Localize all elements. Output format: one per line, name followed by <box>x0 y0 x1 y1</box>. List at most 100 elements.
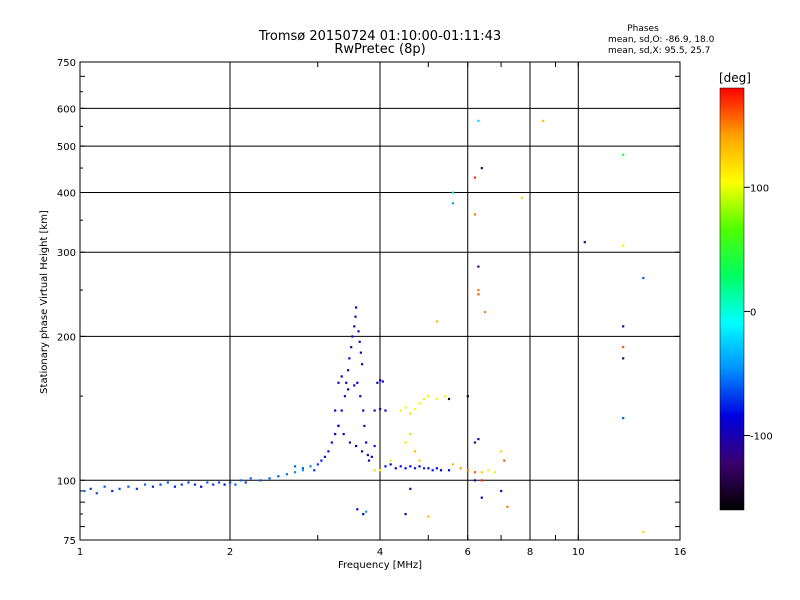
echo-point <box>373 409 376 412</box>
echo-point <box>435 467 438 470</box>
echo-point <box>622 244 625 247</box>
echo-point <box>409 465 412 468</box>
echo-point <box>373 444 376 448</box>
echo-point <box>622 153 625 156</box>
echo-point <box>234 483 237 486</box>
y-axis-label: Stationary phase Virtual Height [km] <box>39 210 50 394</box>
echo-point <box>431 469 434 472</box>
echo-point <box>622 325 625 328</box>
echo-point <box>384 409 387 412</box>
echo-point <box>389 459 392 462</box>
echo-point <box>334 409 337 412</box>
echo-point <box>500 489 503 493</box>
x-tick-label: 16 <box>674 547 687 558</box>
y-tick-label: 100 <box>57 476 76 487</box>
echo-point <box>477 265 480 268</box>
echo-point <box>439 469 443 472</box>
colorbar-tick-label: 100 <box>750 183 769 194</box>
echo-point <box>353 384 356 387</box>
echo-point <box>409 487 412 490</box>
echo-point <box>451 463 455 466</box>
echo-point <box>323 455 327 458</box>
echo-point <box>447 469 451 472</box>
echo-point <box>583 241 586 244</box>
echo-point <box>360 363 364 366</box>
echo-point <box>200 485 203 488</box>
echo-point <box>413 467 417 470</box>
echo-point <box>480 167 483 170</box>
echo-point <box>459 467 462 470</box>
echo-point <box>427 395 430 398</box>
echo-point <box>365 441 368 444</box>
echo-point <box>480 471 483 474</box>
y-tick-label: 500 <box>57 142 76 153</box>
echo-point <box>409 432 412 436</box>
echo-point <box>356 381 359 384</box>
echo-point <box>340 409 343 412</box>
echo-point <box>293 465 297 468</box>
colorbar-gradient <box>719 87 745 511</box>
echo-point <box>354 444 358 448</box>
echo-point <box>477 437 480 441</box>
echo-point <box>309 465 312 468</box>
echo-point <box>473 479 477 482</box>
x-tick-labels: 1 2 4 6 8 10 16 <box>77 547 687 558</box>
x-tick-label: 1 <box>77 547 83 558</box>
echo-point <box>359 395 362 398</box>
echo-point <box>409 412 412 415</box>
echo-point <box>83 489 86 493</box>
echo-point <box>143 483 147 486</box>
y-tick-labels: 75 100 200 300 400 500 600 750 <box>57 58 76 547</box>
echo-point <box>337 381 340 384</box>
chart-subtitle: RwPretec (8p) <box>334 42 425 57</box>
echo-point <box>359 351 362 354</box>
echo-point <box>229 481 232 484</box>
colorbar-label: [deg] <box>719 71 751 85</box>
echo-point <box>399 409 402 412</box>
colorbar-tick-label: 0 <box>750 307 756 318</box>
echo-point <box>503 459 506 462</box>
echo-point <box>111 489 114 493</box>
echo-point <box>348 357 351 360</box>
echo-point <box>346 369 350 372</box>
phase-o-stats: mean, sd,O: -86.9, 18.0 <box>608 35 715 45</box>
x-axis-label: Frequency [MHz] <box>338 560 422 571</box>
echo-point <box>259 479 262 482</box>
echo-point <box>379 379 382 382</box>
echo-point <box>451 202 455 205</box>
echo-point <box>103 485 106 488</box>
x-tick-label: 6 <box>465 547 471 558</box>
echo-point <box>173 485 177 488</box>
echo-point <box>159 483 162 486</box>
echo-point <box>477 289 480 292</box>
echo-point <box>413 407 417 411</box>
x-tick-label: 8 <box>527 547 533 558</box>
echo-point <box>443 395 447 398</box>
echo-point <box>118 487 121 490</box>
echo-point <box>180 483 183 486</box>
echo-point <box>293 471 297 474</box>
echo-point <box>376 381 379 384</box>
echo-point <box>404 441 407 444</box>
echo-point <box>351 335 354 338</box>
echo-point <box>404 513 407 516</box>
echo-point <box>285 473 288 476</box>
y-tick-label: 750 <box>57 58 76 69</box>
echo-point <box>353 325 356 328</box>
echo-point <box>327 450 330 453</box>
echo-point <box>427 467 430 470</box>
echo-point <box>316 463 319 466</box>
echo-point <box>301 467 305 470</box>
echo-point <box>477 119 480 123</box>
echo-point <box>466 469 469 472</box>
echo-point <box>354 306 358 309</box>
echo-point <box>360 450 364 453</box>
echo-point <box>384 465 387 468</box>
echo-point <box>473 176 477 179</box>
echo-point <box>366 453 369 457</box>
axis-ticks <box>79 62 680 541</box>
grid-lines <box>80 62 680 540</box>
echo-point <box>493 471 497 474</box>
echo-point <box>193 483 197 486</box>
